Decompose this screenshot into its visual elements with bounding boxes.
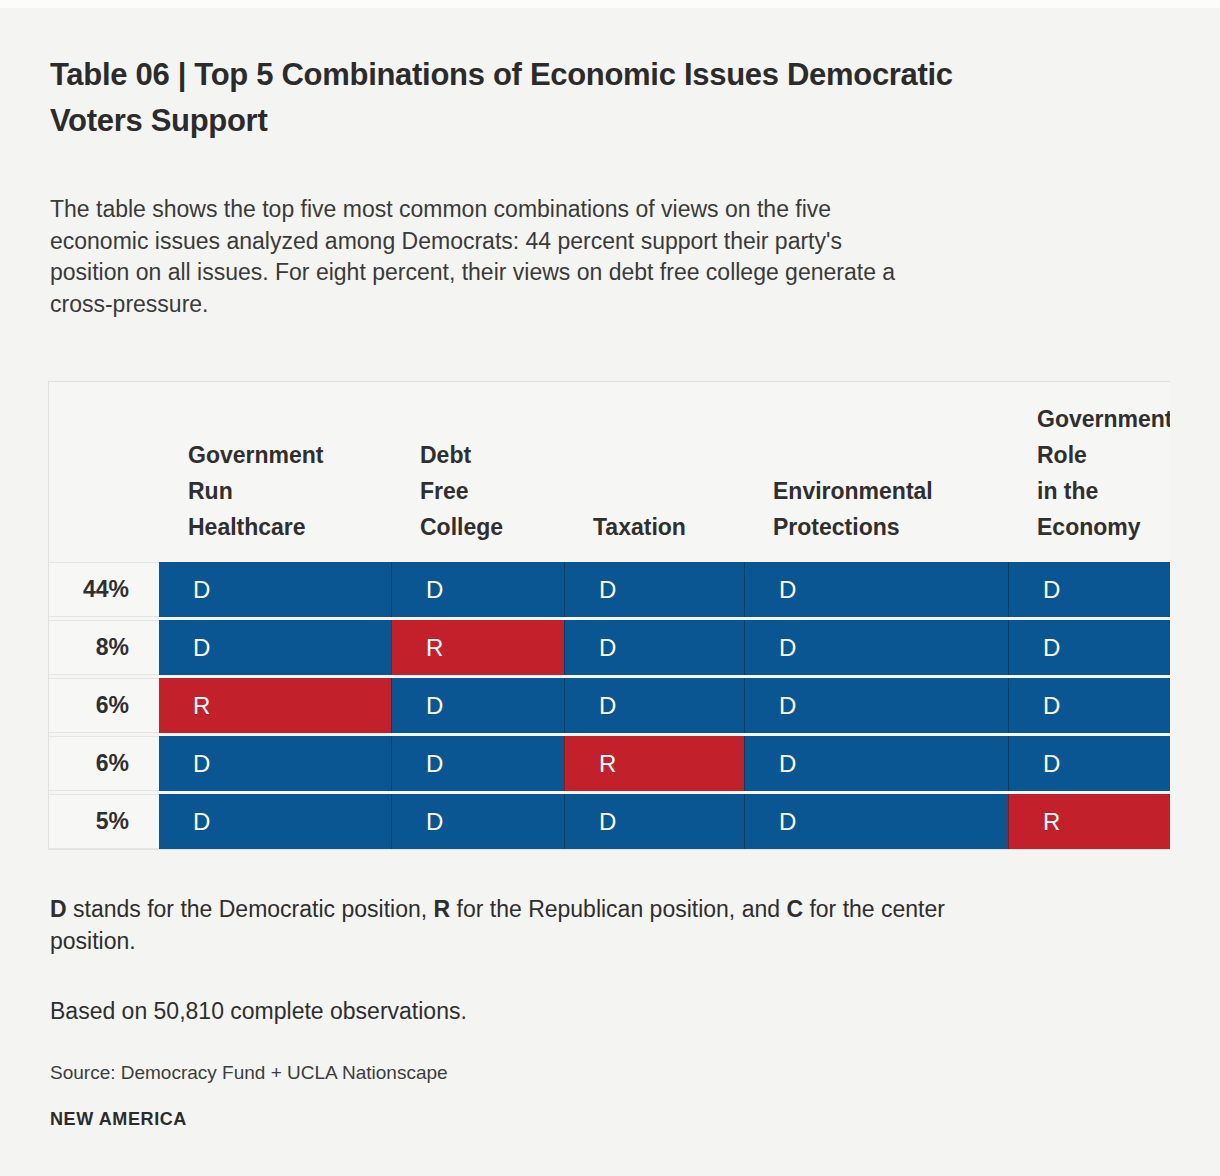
table-row: 8% D R D D D [49, 620, 1170, 675]
column-header-environmental-protections: Environmental Protections [744, 473, 1008, 545]
row-percent-label: 44% [49, 562, 159, 617]
position-cell: D [159, 620, 391, 675]
position-cell: D [744, 562, 1008, 617]
table-row: 44% D D D D D [49, 562, 1170, 617]
legend-note-c: C [786, 896, 803, 922]
position-cell: D [391, 678, 564, 733]
position-cell: D [564, 562, 744, 617]
position-cell: R [159, 678, 391, 733]
column-header-debt-free-college: Debt Free College [391, 437, 564, 545]
position-cell: D [744, 620, 1008, 675]
row-percent-label: 8% [49, 620, 159, 675]
legend-note: D stands for the Democratic position, R … [50, 893, 1180, 957]
position-cell: D [391, 562, 564, 617]
legend-note-text: stands for the Democratic position, [67, 896, 434, 922]
position-cell: R [1008, 794, 1170, 849]
row-percent-label: 6% [49, 678, 159, 733]
position-cell: D [564, 678, 744, 733]
brand-wordmark: NEW AMERICA [50, 1108, 1220, 1130]
column-header-government-role-economy: Government Role in the Economy [1008, 401, 1170, 545]
page-title: Table 06 | Top 5 Combinations of Economi… [50, 52, 1180, 144]
position-cell: D [564, 620, 744, 675]
data-table: Government Run Healthcare Debt Free Coll… [48, 381, 1170, 850]
position-cell: D [1008, 678, 1170, 733]
position-cell: D [391, 736, 564, 791]
position-cell: D [564, 794, 744, 849]
source-note: Source: Democracy Fund + UCLA Nationscap… [50, 1060, 1220, 1086]
legend-note-r: R [434, 896, 451, 922]
position-cell: D [1008, 620, 1170, 675]
position-cell: D [1008, 736, 1170, 791]
position-cell: D [391, 794, 564, 849]
figure-description: The table shows the top five most common… [50, 194, 1180, 320]
column-header-government-run-healthcare: Government Run Healthcare [159, 437, 391, 545]
table-row: 6% D D R D D [49, 736, 1170, 791]
observations-note: Based on 50,810 complete observations. [50, 995, 1220, 1027]
row-percent-label: 5% [49, 794, 159, 849]
position-cell: R [564, 736, 744, 791]
row-percent-label: 6% [49, 736, 159, 791]
top-edge-strip [0, 0, 1220, 8]
position-cell: D [744, 736, 1008, 791]
legend-note-d: D [50, 896, 67, 922]
position-cell: D [744, 678, 1008, 733]
figure-content: Table 06 | Top 5 Combinations of Economi… [0, 52, 1220, 1130]
position-cell: R [391, 620, 564, 675]
column-header-taxation: Taxation [564, 509, 744, 545]
table-row: 6% R D D D D [49, 678, 1170, 733]
table-row: 5% D D D D R [49, 794, 1170, 849]
position-cell: D [159, 736, 391, 791]
position-cell: D [159, 562, 391, 617]
position-cell: D [159, 794, 391, 849]
table-header-row: Government Run Healthcare Debt Free Coll… [49, 382, 1170, 562]
position-cell: D [1008, 562, 1170, 617]
legend-note-text: for the Republican position, and [450, 896, 786, 922]
position-cell: D [744, 794, 1008, 849]
